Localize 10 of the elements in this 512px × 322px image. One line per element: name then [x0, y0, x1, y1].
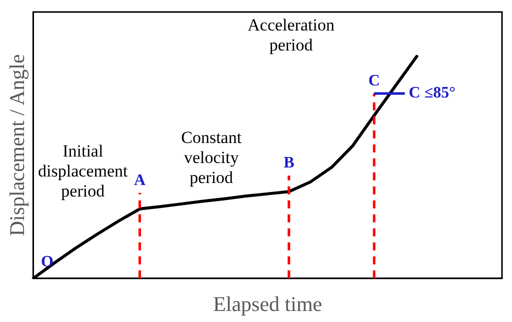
annotation: B [284, 154, 295, 172]
y-axis-title: Displacement / Angle [5, 54, 30, 236]
annotation: C [368, 72, 380, 90]
annotation: C ≤85° [408, 84, 456, 102]
text: Acceleration period [248, 15, 335, 54]
annotation: Initial displacement period [38, 141, 128, 200]
annotation: A [134, 172, 146, 190]
annotation: Constant velocity period [181, 128, 242, 187]
annotation: O [41, 254, 54, 271]
x-axis-title: Elapsed time [213, 292, 322, 316]
